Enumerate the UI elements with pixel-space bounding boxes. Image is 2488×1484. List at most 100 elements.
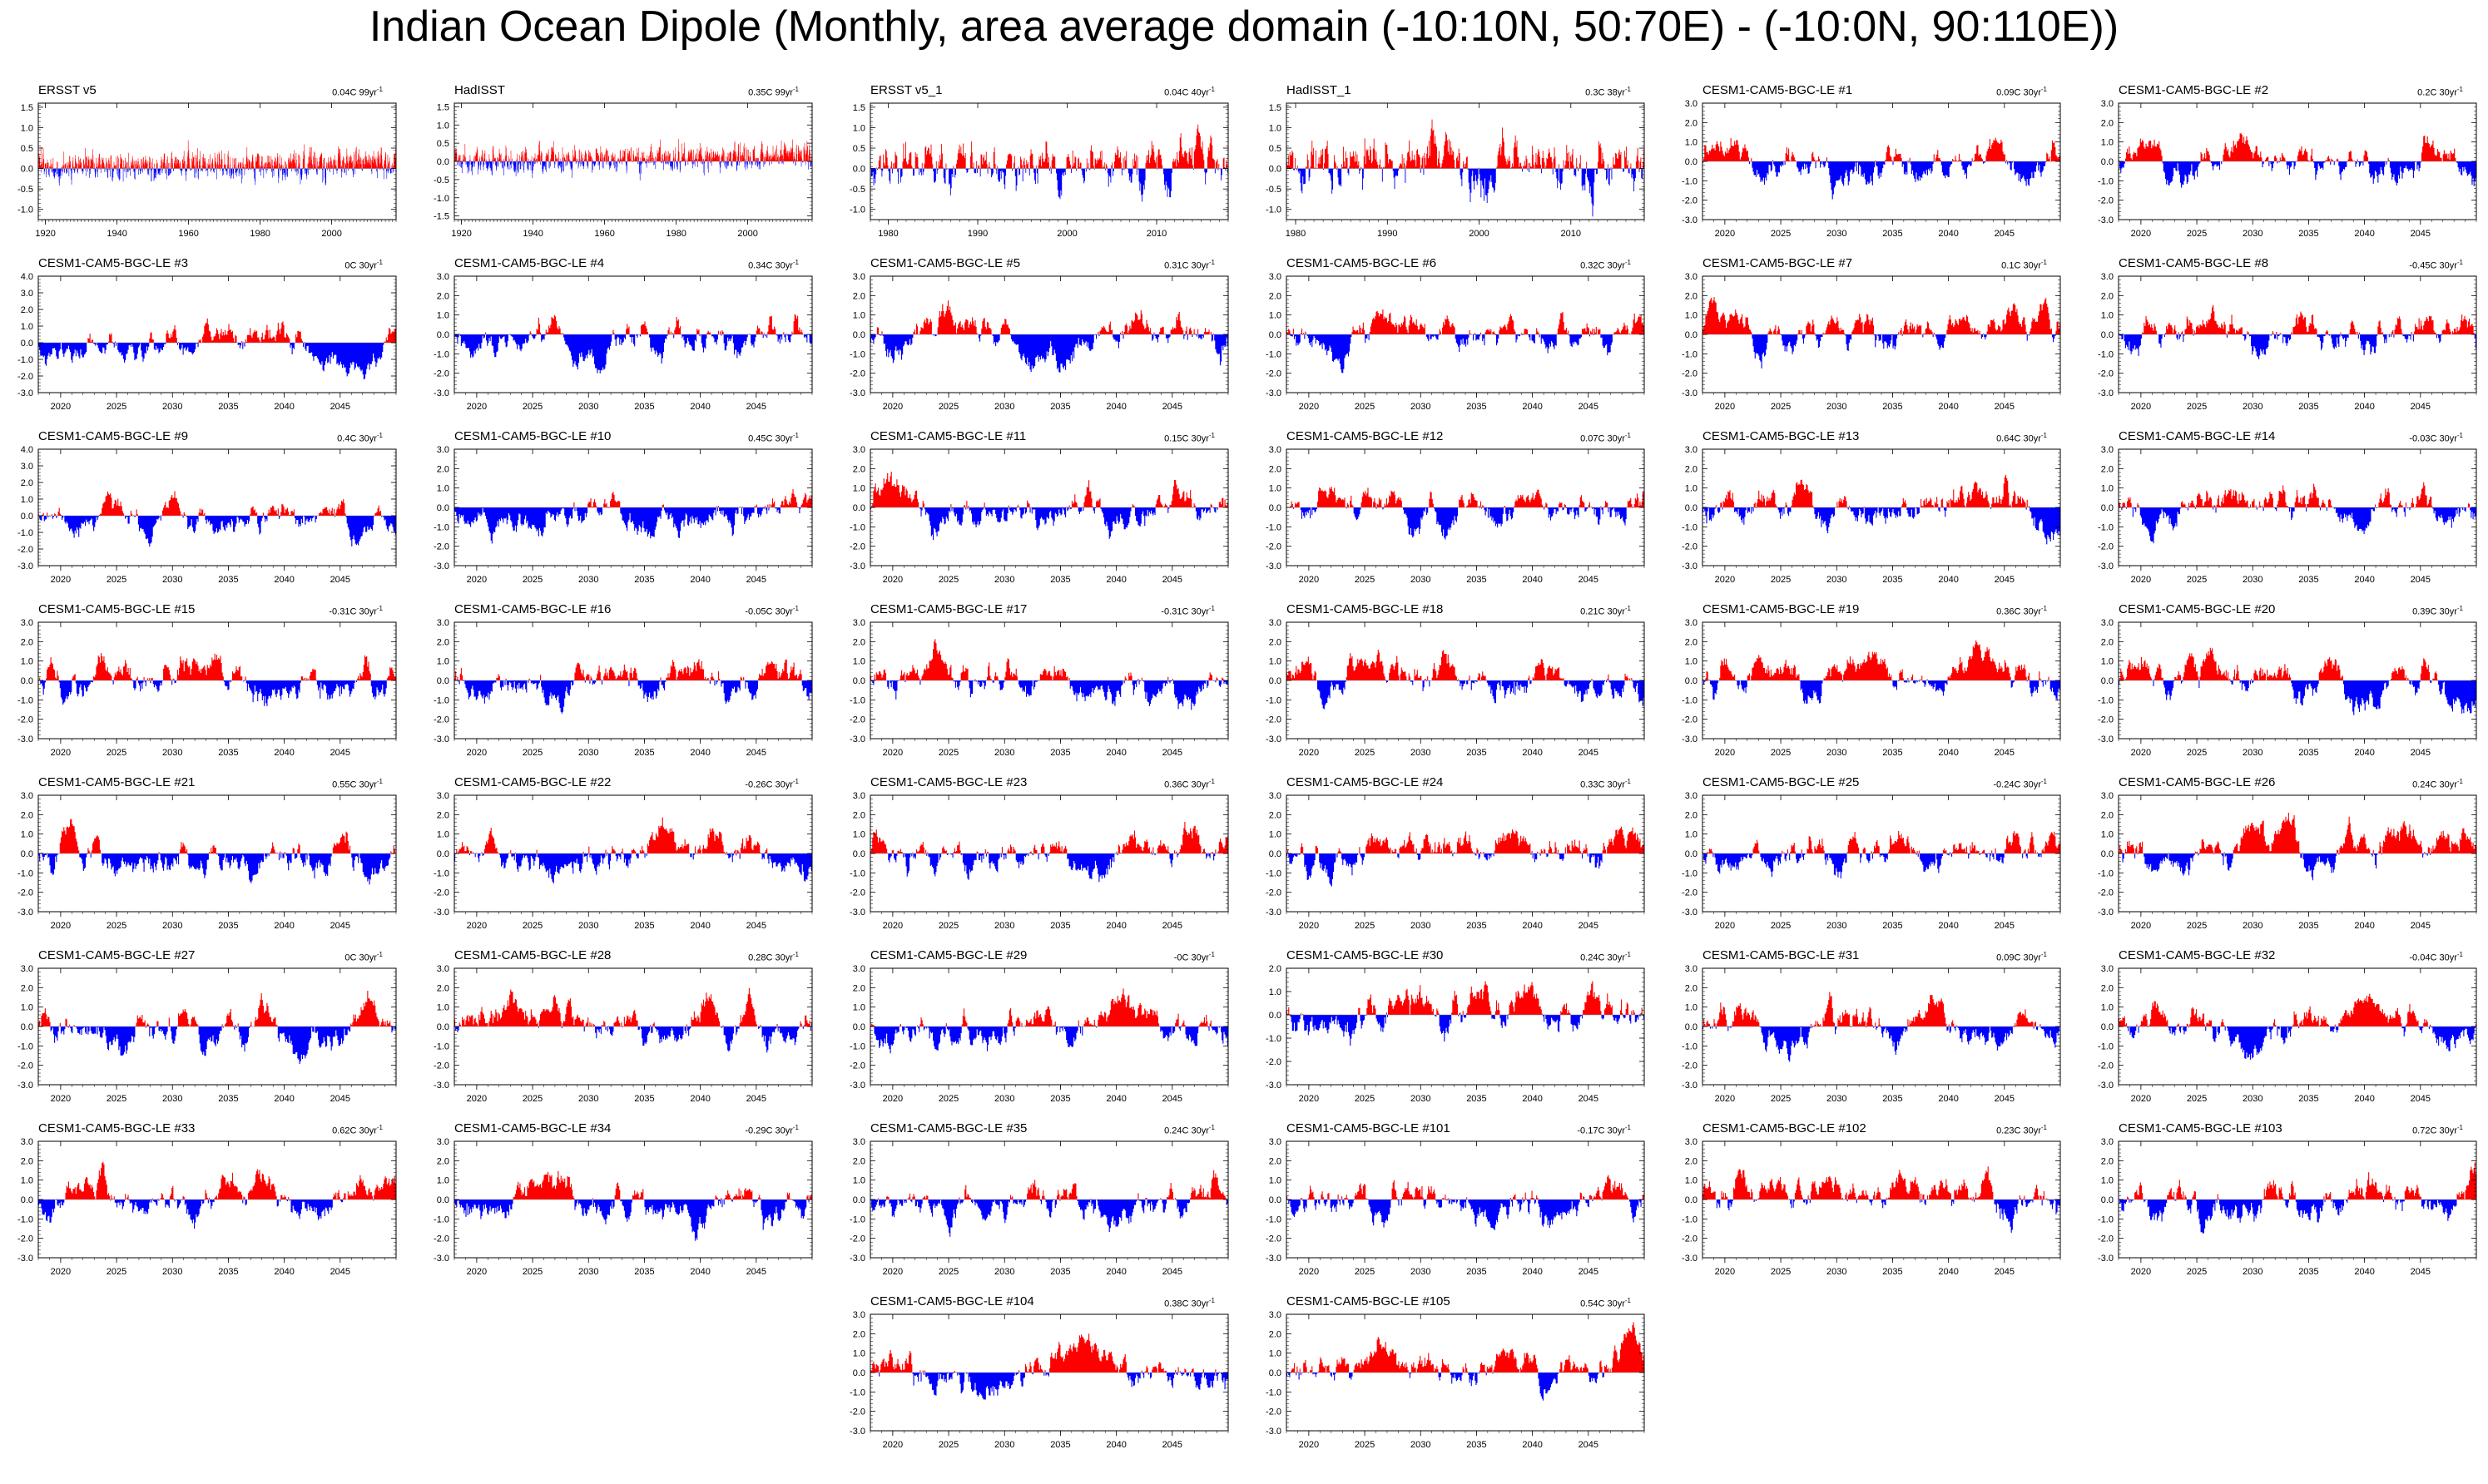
x-tick-label: 2025 (939, 575, 959, 585)
x-tick-label: 2020 (1299, 402, 1319, 412)
x-tick-label: 2030 (1826, 575, 1846, 585)
y-tick-label: 2.0 (1269, 810, 1281, 820)
positive-anomaly-area (2119, 482, 2471, 507)
panel-plot: -3.0 -2.0 -1.0 0.0 1.0 2.0 3.0 2020 2025 2030 2035… (850, 445, 1229, 585)
chart-panel: CESM1-CAM5-BGC-LE #21 0.55C 30yr-1 -3.0 -2.… (0, 775, 397, 943)
x-tick-label: 2000 (1469, 229, 1489, 239)
plot-frame (1286, 102, 1645, 220)
trend-label: 0.04C 99yr-1 (332, 83, 383, 100)
trend-value: 0C 30yr (344, 260, 377, 271)
y-tick-label: -1.0 (1682, 349, 1697, 359)
chart-panel: CESM1-CAM5-BGC-LE #16 -0.05C 30yr-1 -3.0 -2… (416, 602, 813, 770)
x-tick-label: 2045 (2411, 748, 2431, 758)
positive-anomaly-area (2119, 647, 2439, 680)
y-tick-label: 3.0 (853, 964, 865, 974)
panel-title: HadISST_1 (1286, 83, 1351, 97)
x-tick-label: 2035 (218, 748, 238, 758)
chart-panel: CESM1-CAM5-BGC-LE #25 -0.24C 30yr-1 -3.0 -2… (1664, 775, 2061, 943)
x-tick-label: 2045 (746, 748, 766, 758)
y-tick-label: 3.0 (437, 445, 449, 455)
panel-title: CESM1-CAM5-BGC-LE #24 (1286, 775, 1444, 789)
panel-plot: -3.0 -2.0 -1.0 0.0 1.0 2.0 3.0 2020 2025 2030 2035… (434, 618, 813, 758)
trend-label: 0.09C 30yr-1 (1996, 83, 2047, 100)
trend-label: 0.31C 30yr-1 (1164, 256, 1215, 273)
y-tick-label: -3.0 (850, 388, 865, 398)
y-tick-label: 0.0 (1685, 503, 1697, 513)
chart-panel: CESM1-CAM5-BGC-LE #30 0.24C 30yr-1 -3.0 -2.… (1248, 948, 1645, 1116)
y-tick-label: -1.0 (2098, 868, 2114, 878)
trend-value: 0.31C 30yr (1164, 260, 1209, 271)
y-tick-label: 1.0 (1685, 830, 1697, 840)
y-tick-label: -3.0 (17, 735, 33, 744)
x-tick-label: 2025 (523, 575, 543, 585)
negative-anomaly-area (1703, 680, 2060, 705)
y-tick-label: -2.0 (434, 715, 449, 725)
x-tick-label: 1940 (107, 229, 126, 239)
negative-anomaly-area (1287, 507, 1633, 540)
y-tick-label: 0.0 (1269, 1011, 1281, 1021)
x-tick-label: 2030 (994, 1094, 1014, 1104)
negative-anomaly-area (888, 853, 1216, 883)
negative-anomaly-area (1290, 334, 1632, 373)
y-tick-label: 2.0 (2101, 464, 2114, 474)
y-tick-label: 3.0 (21, 462, 33, 472)
y-tick-label: -1.0 (2098, 349, 2114, 359)
y-tick-label: -2.0 (17, 715, 33, 725)
negative-anomaly-area (454, 507, 801, 544)
y-tick-label: 0.0 (1269, 503, 1281, 513)
y-tick-label: 0.0 (437, 676, 449, 686)
x-tick-label: 2040 (690, 402, 710, 412)
trend-unit-exponent: -1 (1624, 259, 1631, 266)
positive-anomaly-area (1702, 640, 2050, 680)
trend-label: 0.3C 38yr-1 (1585, 83, 1631, 100)
trend-value: -0.26C 30yr (745, 779, 793, 790)
y-tick-label: -1.0 (434, 695, 449, 705)
chart-panel: CESM1-CAM5-BGC-LE #1 0.09C 30yr-1 -3.0 -2.0… (1664, 83, 2061, 251)
chart-panel: CESM1-CAM5-BGC-LE #5 0.31C 30yr-1 -3.0 -2.0… (832, 256, 1229, 424)
y-tick-label: -2.0 (1266, 1057, 1281, 1067)
trend-value: 0.45C 30yr (748, 433, 793, 444)
x-tick-label: 2025 (1355, 748, 1375, 758)
positive-anomaly-area (1286, 981, 1643, 1015)
y-tick-label: 1.0 (2101, 657, 2114, 667)
y-tick-label: -3.0 (2098, 388, 2114, 398)
x-tick-label: 2035 (218, 402, 238, 412)
y-tick-label: -1.0 (1682, 695, 1697, 705)
x-tick-label: 2025 (2187, 921, 2207, 931)
trend-label: -0.31C 30yr-1 (329, 602, 383, 619)
y-tick-label: -0.5 (17, 185, 33, 195)
x-tick-label: 2045 (330, 748, 350, 758)
y-tick-label: 0.0 (853, 330, 865, 340)
y-tick-label: -1.0 (434, 349, 449, 359)
x-tick-label: 2040 (1522, 402, 1542, 412)
x-tick-label: 2035 (1466, 921, 1486, 931)
positive-anomaly-area (1707, 830, 2060, 853)
x-tick-label: 2030 (994, 748, 1014, 758)
y-tick-label: 0.0 (1269, 330, 1281, 340)
y-tick-label: -1.0 (850, 205, 865, 215)
y-tick-label: -2.0 (1682, 888, 1697, 898)
trend-value: -0.45C 30yr (2409, 260, 2457, 271)
trend-unit-exponent: -1 (792, 259, 799, 266)
x-tick-label: 2045 (2411, 575, 2431, 585)
y-tick-label: 1.0 (853, 1003, 865, 1013)
panel-title: CESM1-CAM5-BGC-LE #11 (870, 429, 1027, 443)
panel-plot: -3.0 -2.0 -1.0 0.0 1.0 2.0 3.0 2020 2025 2030 2035… (1682, 445, 2061, 585)
trend-unit-exponent: -1 (2456, 778, 2463, 785)
x-tick-label: 2020 (51, 402, 71, 412)
y-tick-label: -3.0 (434, 1081, 449, 1091)
y-tick-label: -2.0 (850, 369, 865, 379)
x-tick-label: 2040 (2354, 229, 2374, 239)
positive-anomaly-area (871, 472, 1228, 507)
y-tick-label: -2.0 (17, 545, 33, 555)
x-tick-label: 2030 (2243, 402, 2262, 412)
x-tick-label: 2040 (1106, 921, 1126, 931)
y-tick-label: 0.0 (437, 1022, 449, 1032)
x-tick-label: 2045 (1162, 575, 1182, 585)
y-tick-label: -3.0 (1682, 388, 1697, 398)
trend-label: 0C 30yr-1 (344, 948, 383, 965)
panel-title: ERSST v5_1 (870, 83, 943, 97)
y-tick-label: 3.0 (2101, 618, 2114, 628)
y-tick-label: -3.0 (434, 388, 449, 398)
panel-title: CESM1-CAM5-BGC-LE #28 (454, 948, 612, 962)
